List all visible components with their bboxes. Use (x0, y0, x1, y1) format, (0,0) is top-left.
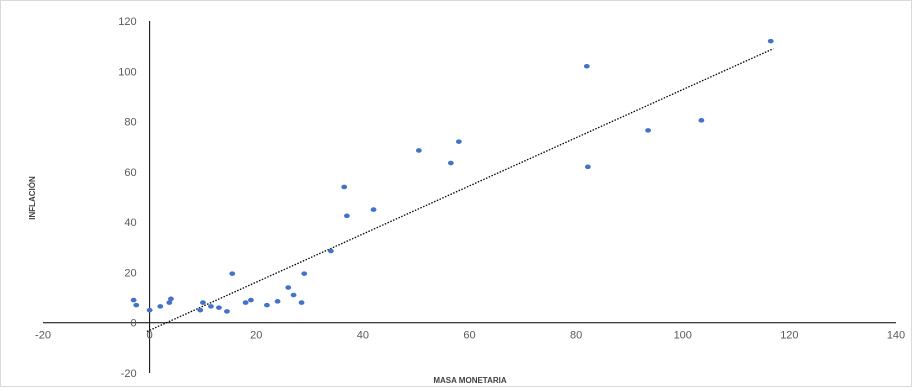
data-point (168, 296, 174, 302)
data-point (301, 271, 308, 276)
x-tick-label: 20 (250, 330, 262, 342)
x-tick-label: 140 (887, 330, 905, 342)
data-point (146, 307, 153, 313)
y-tick-label: 120 (118, 16, 136, 28)
x-tick-label: 0 (147, 330, 153, 342)
x-tick-label: 100 (674, 330, 692, 342)
y-tick-label: -20 (121, 368, 137, 380)
y-axis-title: INFLACIÓN (28, 176, 37, 220)
data-point (415, 148, 422, 153)
data-point (133, 302, 140, 308)
x-tick-label: 60 (463, 330, 475, 342)
data-point (698, 118, 705, 123)
trendline-layer (146, 48, 774, 333)
data-point (216, 305, 222, 310)
data-point (584, 164, 591, 170)
trendline (146, 48, 774, 333)
data-point (447, 160, 454, 166)
data-point (130, 297, 137, 303)
x-tick-label: -20 (35, 330, 51, 342)
data-point (370, 207, 377, 212)
x-axis-title: MASA MONETARIA (433, 376, 507, 385)
data-point (583, 63, 590, 69)
data-point (157, 304, 164, 309)
tick-labels-layer: -20 0 20 40 60 80 100 120 140 -20 0 20 40 60 80 100 120 (35, 16, 905, 380)
data-point (341, 184, 348, 190)
data-point (208, 304, 214, 309)
data-point (264, 302, 270, 308)
y-tick-label: 100 (118, 66, 136, 78)
data-points-layer (130, 38, 774, 314)
y-tick-label: 60 (124, 167, 136, 179)
data-point (645, 128, 651, 133)
y-tick-label: 40 (124, 217, 136, 229)
data-point (274, 299, 281, 304)
data-point (229, 271, 236, 276)
data-point (455, 139, 462, 144)
x-tick-label: 120 (780, 330, 798, 342)
data-point (248, 297, 254, 303)
data-point (200, 300, 206, 305)
data-point (343, 213, 350, 219)
y-tick-label: 80 (124, 117, 136, 129)
data-point (285, 285, 292, 290)
data-point (327, 248, 334, 254)
data-point (767, 38, 774, 44)
data-point (298, 300, 305, 305)
y-tick-label: 0 (131, 318, 137, 330)
data-point (166, 300, 173, 305)
axes-layer (43, 21, 896, 373)
data-point (224, 309, 230, 314)
x-tick-label: 80 (570, 330, 582, 342)
x-tick-label: 40 (357, 330, 369, 342)
y-tick-label: 20 (124, 267, 136, 279)
data-point (290, 292, 297, 298)
data-point (242, 300, 249, 305)
data-point (197, 307, 204, 313)
